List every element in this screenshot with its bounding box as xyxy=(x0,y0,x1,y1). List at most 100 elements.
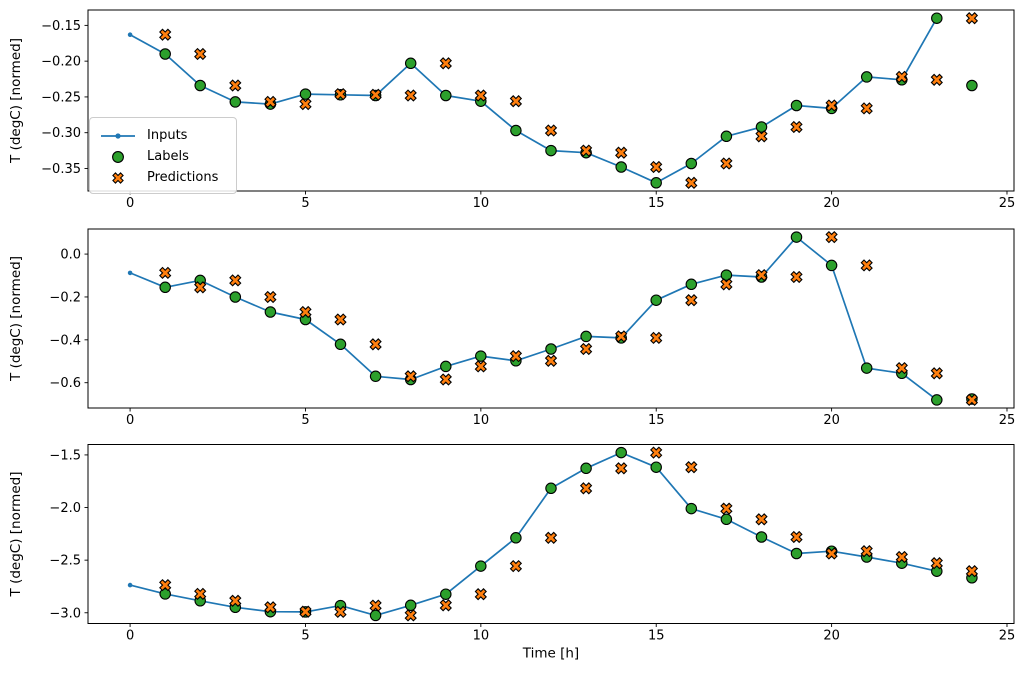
predictions-marker xyxy=(755,513,768,526)
predictions-marker xyxy=(404,370,417,383)
predictions-marker xyxy=(474,588,487,601)
x-tick-label: 5 xyxy=(301,629,309,644)
labels-marker xyxy=(369,609,382,622)
x-tick-label: 10 xyxy=(473,413,490,428)
subplot-2: 0 5 10 15 20 25 0.0 −0.2 −0.4 −0.6 T (degC) [norme… xyxy=(8,228,1016,428)
predictions-marker xyxy=(895,361,908,375)
labels-marker xyxy=(545,343,557,355)
labels-marker xyxy=(510,124,522,137)
labels-marker xyxy=(229,96,242,108)
predictions-marker xyxy=(650,446,663,459)
labels-marker xyxy=(615,446,627,459)
predictions-marker xyxy=(264,601,277,614)
legend-item-predictions: Predictions xyxy=(98,167,230,188)
predictions-marker xyxy=(720,278,733,291)
inputs-line xyxy=(129,451,937,617)
labels-marker xyxy=(264,306,277,318)
predictions-marker xyxy=(474,360,487,373)
predictions-marker xyxy=(299,97,312,111)
predictions-marker xyxy=(369,599,382,612)
labels-marker xyxy=(790,231,803,243)
x-tick-label: 0 xyxy=(126,196,134,211)
x-tick-label: 10 xyxy=(473,196,490,211)
predictions-marker xyxy=(544,124,558,137)
predictions-marker xyxy=(650,331,663,345)
y-tick-label: −0.2 xyxy=(49,290,81,305)
labels-marker xyxy=(650,461,662,473)
predictions-marker xyxy=(930,557,943,570)
predictions-marker xyxy=(159,266,172,280)
axes-frame xyxy=(87,228,1015,409)
x-tick-label: 25 xyxy=(999,196,1016,211)
inputs-marker xyxy=(127,582,133,588)
predictions-marker xyxy=(159,578,172,592)
predictions-marker xyxy=(299,305,312,319)
predictions-marker xyxy=(229,274,242,287)
predictions-marker xyxy=(404,89,417,102)
labels-marker xyxy=(650,177,662,189)
labels-marker xyxy=(440,89,452,102)
labels-marker xyxy=(931,394,943,406)
predictions-marker xyxy=(650,160,663,174)
predictions-marker xyxy=(930,367,943,380)
predictions-marker xyxy=(474,89,487,102)
legend-label-labels: Labels xyxy=(147,149,189,164)
legend-label-inputs: Inputs xyxy=(147,128,188,143)
labels-marker xyxy=(685,502,698,515)
labels-marker xyxy=(404,57,417,70)
y-axis-label: T (degC) [normed] xyxy=(8,38,24,164)
x-tick-label: 15 xyxy=(648,629,665,644)
predictions-marker xyxy=(299,605,312,618)
predictions-marker xyxy=(334,605,347,619)
labels-marker xyxy=(369,370,382,383)
predictions-marker xyxy=(860,259,873,272)
legend: Inputs Labels Predictions xyxy=(89,117,237,194)
x-tick-label: 0 xyxy=(126,629,134,644)
predictions-marker xyxy=(860,545,873,558)
predictions-marker xyxy=(965,12,979,25)
x-tick-label: 15 xyxy=(648,413,665,428)
x-tick-label: 25 xyxy=(999,629,1016,644)
y-tick-label: 0.0 xyxy=(60,248,81,263)
labels-marker xyxy=(755,531,768,543)
y-tick-label: −0.20 xyxy=(41,55,81,70)
predictions-marker xyxy=(895,70,908,84)
predictions-marker xyxy=(439,373,452,386)
labels-marker xyxy=(159,281,171,294)
predictions-marker xyxy=(895,550,908,564)
predictions-marker xyxy=(615,146,628,159)
predictions-marker xyxy=(860,102,873,115)
predictions-marker xyxy=(615,330,628,343)
y-tick-label: −2.0 xyxy=(49,501,81,516)
predictions-marker xyxy=(579,482,593,495)
predictions-marker xyxy=(579,342,593,356)
legend-item-labels: Labels xyxy=(98,146,230,167)
legend-item-inputs: Inputs xyxy=(98,125,230,146)
predictions-marker xyxy=(404,609,417,622)
labels-marker xyxy=(860,71,873,83)
labels-marker xyxy=(440,588,452,600)
inputs-line xyxy=(129,17,938,184)
predictions-marker xyxy=(194,47,207,61)
labels-marker xyxy=(755,121,768,133)
x-tick-label: 15 xyxy=(648,196,665,211)
predictions-marker xyxy=(509,559,523,573)
predictions-marker xyxy=(334,313,347,326)
labels-marker xyxy=(159,588,171,600)
predictions-marker xyxy=(579,144,593,157)
predictions-marker xyxy=(720,502,733,515)
labels-marker xyxy=(194,79,206,92)
x-axis-label: Time [h] xyxy=(522,646,579,662)
y-axis-label: T (degC) [normed] xyxy=(8,256,24,382)
y-tick-label: −0.25 xyxy=(41,90,81,105)
labels-marker xyxy=(580,330,592,343)
predictions-marker xyxy=(720,157,733,170)
predictions-marker xyxy=(544,354,558,367)
inputs-line-icon xyxy=(98,128,138,144)
predictions-marker xyxy=(930,73,943,86)
x-tick-label: 25 xyxy=(999,413,1016,428)
predictions-marker xyxy=(544,531,558,544)
predictions-marker xyxy=(790,120,803,134)
y-tick-label: −0.6 xyxy=(49,376,81,391)
